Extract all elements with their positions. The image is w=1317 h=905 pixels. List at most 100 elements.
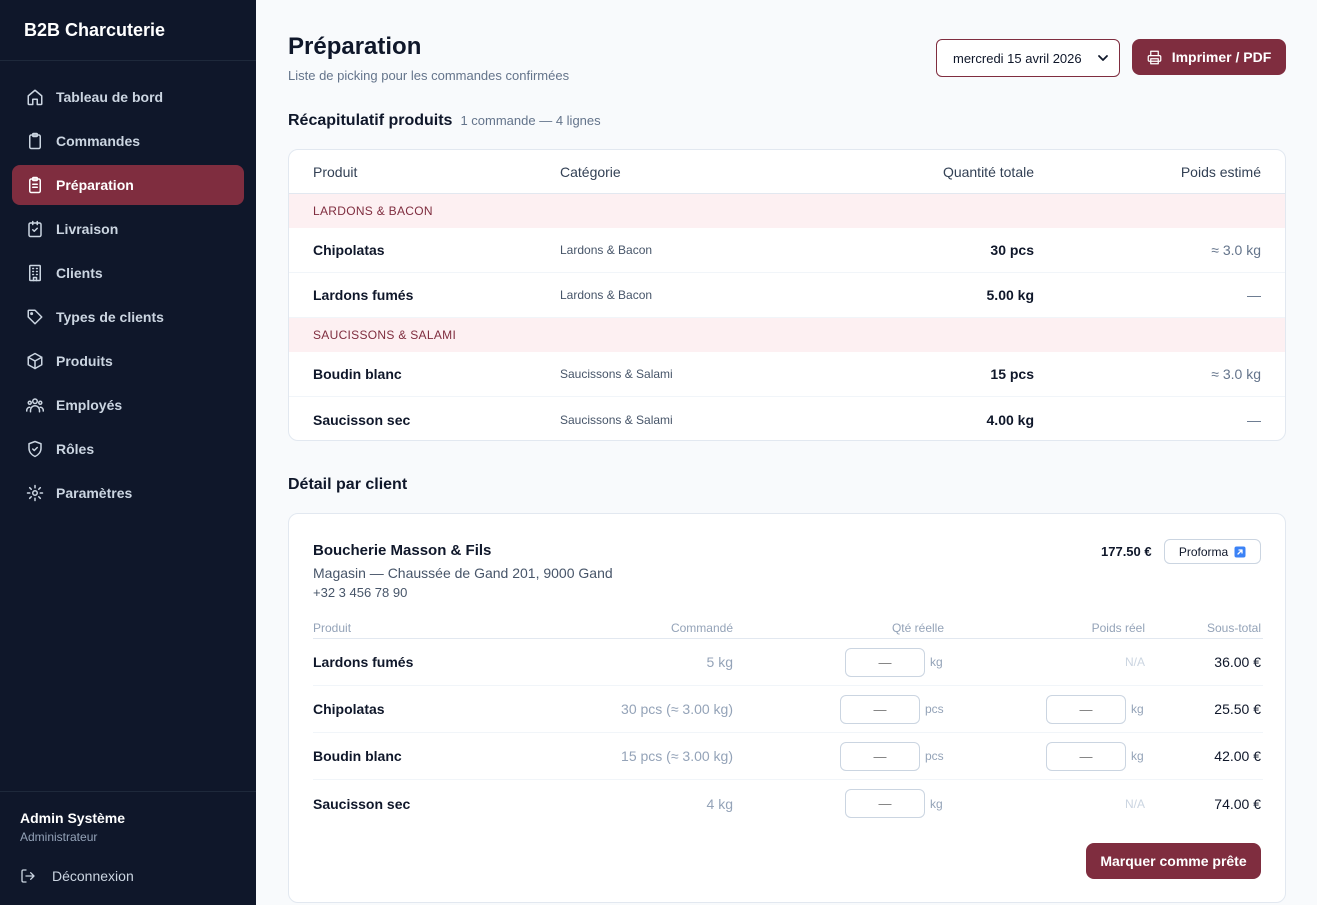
actual-weight-input[interactable] [1046, 741, 1126, 771]
weight-not-applicable: N/A [1124, 655, 1145, 669]
total-quantity: 30 pcs [990, 242, 1034, 258]
column-header: Produit [313, 621, 352, 635]
sidebar-item-delivery[interactable]: Livraison [12, 209, 244, 249]
sidebar-item-label: Paramètres [56, 485, 133, 501]
column-header: Poids réel [1091, 621, 1145, 635]
clipboard-icon [26, 132, 44, 150]
actual-quantity-cell: pcs [733, 741, 944, 771]
calendar-check-icon [26, 220, 44, 238]
external-link-icon [1234, 546, 1246, 558]
table-row: Boudin blanc Saucissons & Salami 15 pcs … [289, 352, 1285, 397]
summary-title-text: Récapitulatif produits [288, 112, 453, 129]
actual-quantity-input[interactable] [840, 741, 920, 771]
category-group-header: LARDONS & BACON [289, 194, 1285, 228]
date-select[interactable]: mercredi 15 avril 2026 [936, 39, 1120, 77]
total-quantity: 15 pcs [990, 366, 1034, 382]
column-header: Produit [313, 163, 358, 180]
client-name: Boucherie Masson & Fils [313, 542, 492, 559]
user-name: Admin Système [20, 810, 126, 826]
detail-table-header: Produit Commandé Qté réelle Poids réel S… [313, 618, 1263, 639]
sidebar-footer: Admin Système Administrateur Déconnexion [0, 791, 256, 905]
sidebar-item-clients[interactable]: Clients [12, 253, 244, 293]
product-category: Lardons & Bacon [560, 288, 653, 302]
proforma-button[interactable]: Proforma [1164, 539, 1261, 564]
estimated-weight: ≈ 3.0 kg [1211, 366, 1261, 382]
logout-label: Déconnexion [52, 868, 134, 884]
main-content: Préparation Liste de picking pour les co… [256, 0, 1317, 905]
total-quantity: 5.00 kg [986, 287, 1034, 303]
print-pdf-label: Imprimer / PDF [1171, 49, 1272, 65]
product-name: Lardons fumés [313, 287, 414, 303]
estimated-weight: — [1247, 411, 1261, 428]
actual-quantity-input[interactable] [845, 647, 925, 677]
column-header: Quantité totale [942, 163, 1034, 180]
actual-quantity-input[interactable] [845, 789, 925, 818]
actual-weight-cell: N/A [944, 655, 1145, 669]
column-header: Poids estimé [1180, 163, 1261, 180]
box-icon [26, 352, 44, 370]
table-row: Boudin blanc 15 pcs (≈ 3.00 kg) pcs kg 4… [313, 733, 1263, 780]
product-name: Chipolatas [313, 242, 385, 258]
brand-title: B2B Charcuterie [0, 0, 256, 61]
building-icon [26, 264, 44, 282]
table-row: Saucisson sec Saucissons & Salami 4.00 k… [289, 397, 1285, 440]
sidebar-item-preparation[interactable]: Préparation [12, 165, 244, 205]
table-row: Chipolatas 30 pcs (≈ 3.00 kg) pcs kg 25.… [313, 686, 1263, 733]
sidebar-item-roles[interactable]: Rôles [12, 429, 244, 469]
ordered-quantity: 5 kg [706, 654, 733, 670]
proforma-label: Proforma [1178, 544, 1229, 559]
date-select-value: mercredi 15 avril 2026 [953, 50, 1082, 66]
sidebar-item-orders[interactable]: Commandes [12, 121, 244, 161]
subtotal: 74.00 € [1214, 795, 1261, 812]
sidebar-item-settings[interactable]: Paramètres [12, 473, 244, 513]
summary-table-header: Produit Catégorie Quantité totale Poids … [289, 150, 1285, 194]
actual-quantity-input[interactable] [840, 694, 920, 724]
sidebar: B2B Charcuterie Tableau de bord Commande… [0, 0, 256, 905]
user-role: Administrateur [20, 830, 98, 844]
clipboard-list-icon [26, 176, 44, 194]
sidebar-item-label: Préparation [56, 177, 134, 193]
category-group-header: SAUCISSONS & SALAMI [289, 318, 1285, 352]
ordered-quantity: 4 kg [706, 795, 733, 812]
table-row: Chipolatas Lardons & Bacon 30 pcs ≈ 3.0 … [289, 228, 1285, 273]
print-pdf-button[interactable]: Imprimer / PDF [1132, 39, 1286, 75]
sidebar-item-label: Types de clients [56, 309, 164, 325]
table-row: Lardons fumés 5 kg kg N/A 36.00 € [313, 639, 1263, 686]
sidebar-item-products[interactable]: Produits [12, 341, 244, 381]
client-address: Magasin — Chaussée de Gand 201, 9000 Gan… [313, 565, 613, 581]
logout-button[interactable]: Déconnexion [20, 868, 236, 884]
sidebar-item-employees[interactable]: Employés [12, 385, 244, 425]
subtotal: 42.00 € [1214, 748, 1261, 764]
client-order-card: Boucherie Masson & Fils Magasin — Chauss… [288, 513, 1286, 903]
actual-quantity-cell: kg [733, 647, 944, 677]
product-name: Saucisson sec [313, 795, 411, 812]
unit-label: kg [1131, 749, 1144, 763]
column-header: Catégorie [560, 163, 621, 180]
actual-quantity-cell: kg [733, 789, 944, 818]
unit-label: pcs [925, 702, 944, 716]
gear-icon [26, 484, 44, 502]
users-icon [26, 396, 44, 414]
ordered-quantity: 15 pcs (≈ 3.00 kg) [621, 748, 733, 764]
product-name: Chipolatas [313, 701, 385, 717]
sidebar-item-label: Commandes [56, 133, 141, 149]
sidebar-item-client-types[interactable]: Types de clients [12, 297, 244, 337]
actual-weight-input[interactable] [1046, 694, 1126, 724]
sidebar-item-label: Clients [56, 265, 103, 281]
sidebar-nav: Tableau de bord Commandes Préparation Li… [0, 61, 256, 513]
ordered-quantity: 30 pcs (≈ 3.00 kg) [621, 701, 733, 717]
page-title: Préparation [288, 33, 422, 60]
table-row: Saucisson sec 4 kg kg N/A 74.00 € [313, 780, 1263, 827]
actual-quantity-cell: pcs [733, 694, 944, 724]
sidebar-item-dashboard[interactable]: Tableau de bord [12, 77, 244, 117]
weight-not-applicable: N/A [1124, 796, 1145, 811]
client-order-total: 177.50 € [1101, 544, 1152, 559]
printer-icon [1147, 50, 1162, 65]
logout-icon [20, 868, 36, 884]
unit-label: kg [1131, 702, 1144, 716]
column-header: Sous-total [1206, 621, 1261, 635]
product-name: Boudin blanc [313, 366, 402, 382]
product-name: Boudin blanc [313, 748, 402, 764]
sidebar-item-label: Employés [56, 397, 123, 413]
mark-ready-button[interactable]: Marquer comme prête [1086, 843, 1261, 879]
